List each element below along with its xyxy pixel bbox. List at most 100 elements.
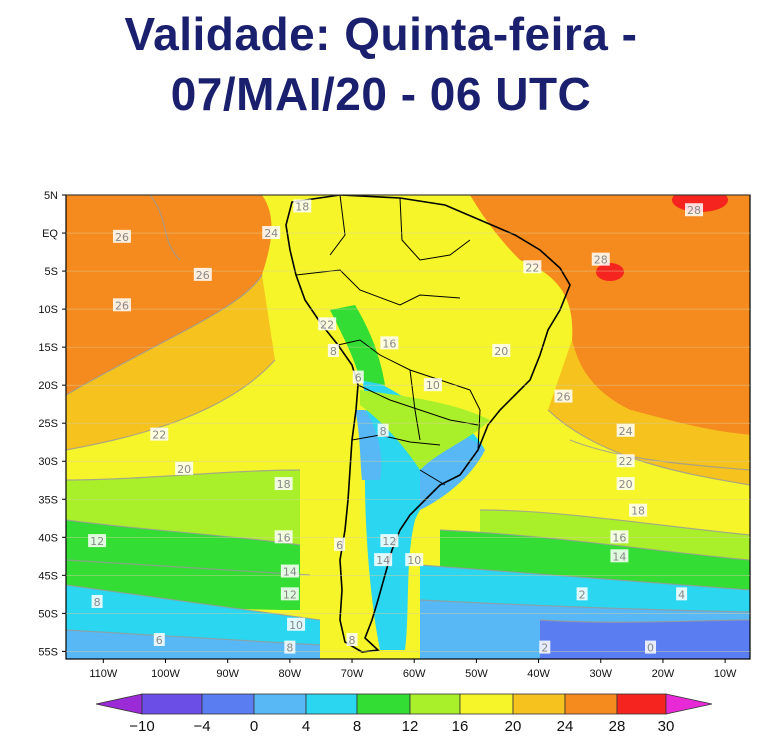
contour-label-box [280,587,299,601]
colorbar-tick-label: −4 [193,718,210,735]
contour-label-box [274,477,293,491]
contour-label: 2 [541,642,548,655]
latitude-axis: 5N EQ 5S 10S 15S 20S 25S 30S 35S 40S 45S 50S 55S [38,190,750,658]
contour-label: 4 [678,588,685,601]
contour-label: 10 [407,554,421,567]
latitude-label: 55S [38,646,58,658]
contour-label-box [629,503,648,517]
longitude-label: 60W [403,668,426,680]
colorbar-segment [305,693,358,715]
colorbar: −10 −4 0 4 8 12 16 20 24 28 30 [95,693,713,735]
latitude-label: 40S [38,532,58,544]
colorbar-segment [201,693,255,715]
contour-lines [66,195,750,646]
contour-label: 16 [382,337,396,350]
contour-label: 24 [619,425,633,438]
contour-label-box [112,298,131,312]
contour-label-box [293,199,312,213]
country-borders [295,195,481,486]
contour-label: 6 [156,634,163,647]
contour-label-box [91,594,103,608]
contour-label-box [280,564,299,578]
contour-label-box [610,530,629,544]
contour-label: 16 [277,531,291,544]
contour-label: 18 [295,200,309,213]
latitude-label: 25S [38,418,58,430]
contour-label-box [327,343,339,357]
latitude-label: 35S [38,494,58,506]
latitude-label: 20S [38,380,58,392]
colorbar-tick-label: 28 [609,718,626,735]
longitude-label: 40W [527,668,550,680]
longitude-label: 70W [341,668,364,680]
contour-label: 12 [90,535,104,548]
longitude-label: 20W [652,668,675,680]
contour-label-box [287,617,306,631]
longitude-label: 80W [279,668,302,680]
contour-label: 28 [594,254,608,267]
contour-label: 18 [277,478,291,491]
colorbar-segment [616,693,667,715]
shaded-field [66,195,750,659]
latitude-label: 15S [38,342,58,354]
contour-label: 16 [612,531,626,544]
latitude-label: 5S [45,266,58,278]
map-title: Validade: Quinta-feira - 07/MAI/20 - 06 … [0,4,762,124]
contour-label-box [112,229,131,243]
contour-label: 20 [177,463,191,476]
longitude-label: 50W [465,668,488,680]
contour-label-box [380,336,399,350]
latitude-label: EQ [42,228,58,240]
contour-label-box [377,423,389,437]
contour-label: 8 [286,642,293,655]
longitude-label: 30W [589,668,612,680]
contour-label: 2 [579,588,586,601]
contour-label: 20 [619,478,633,491]
contour-label-box [492,343,511,357]
contour-label-box [274,530,293,544]
contour-label: 12 [382,535,396,548]
colorbar-segment [409,693,461,715]
latitude-label: 30S [38,456,58,468]
colorbar-tick-label: 4 [302,718,310,735]
contour-label-box [318,317,337,331]
contour-label: 22 [320,318,334,331]
contour-label-box [334,537,346,551]
title-line-1: Validade: Quinta-feira - [124,8,638,60]
contour-label: 6 [355,372,362,385]
contour-label: 14 [283,566,297,579]
contour-label-box [423,378,442,392]
contour-label: 22 [525,261,539,274]
contour-label: 6 [336,539,343,552]
contour-label-box [685,203,704,217]
colorbar-tick-label: −10 [129,718,154,735]
contour-label: 22 [619,455,633,468]
contour-label: 8 [349,634,356,647]
contour-label: 26 [115,231,129,244]
contour-label-box [352,370,364,384]
contour-label: 10 [289,619,303,632]
colorbar-tick-label: 30 [658,718,675,735]
contour-label-box [346,632,358,646]
colorbar-segment [512,693,566,715]
latitude-label: 5N [44,190,58,202]
contour-label: 8 [94,596,101,609]
colorbar-tick-label: 24 [557,718,574,735]
colorbar-tick-label: 8 [353,718,361,735]
contour-label-box [645,640,657,654]
latitude-label: 10S [38,304,58,316]
contour-label: 14 [612,550,626,563]
contour-label: 28 [687,204,701,217]
longitude-label: 110W [89,668,118,680]
contour-label-box [616,454,635,468]
colorbar-tick-label: 16 [452,718,469,735]
colorbar-right-arrow [665,693,713,715]
contour-label: 26 [115,299,129,312]
contour-label-box [616,423,635,437]
colorbar-segment [253,693,307,715]
contour-label-box [153,632,165,646]
contour-label-box [88,534,107,548]
colorbar-segment [356,693,411,715]
latitude-label: 45S [38,570,58,582]
